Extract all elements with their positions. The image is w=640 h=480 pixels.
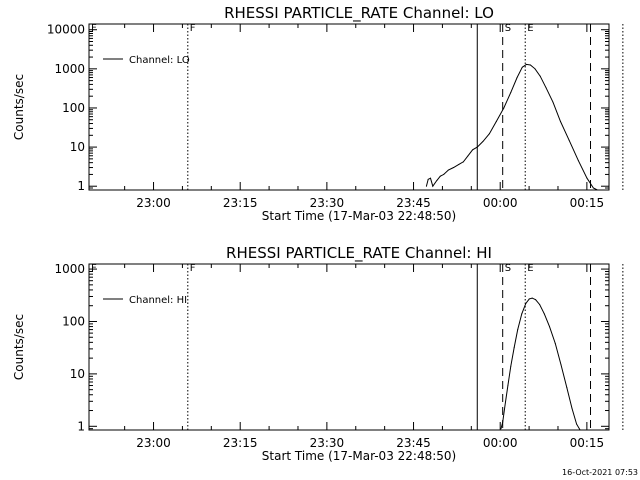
data-point <box>427 178 429 180</box>
data-point <box>531 297 533 299</box>
data-point <box>560 364 562 366</box>
marker-label: E <box>527 263 533 274</box>
marker-label: S <box>505 23 511 34</box>
legend-label: Channel: LO <box>129 55 190 66</box>
data-point <box>539 304 541 306</box>
y-tick-label: 1 <box>77 419 85 433</box>
marker-label: F <box>190 263 196 274</box>
marker-label: F <box>91 263 97 274</box>
marker-label: S <box>505 263 511 274</box>
data-point <box>507 385 509 387</box>
data-point <box>543 313 545 315</box>
data-point <box>592 187 594 189</box>
data-point <box>539 75 541 77</box>
data-point <box>568 139 570 141</box>
data-point <box>566 387 568 389</box>
y-tick-label: 1000 <box>54 62 85 76</box>
x-tick-label: 23:00 <box>136 436 171 450</box>
plot-frame <box>88 23 610 191</box>
data-point <box>535 299 537 301</box>
data-point <box>488 133 490 135</box>
data-point <box>425 185 427 187</box>
data-point <box>534 68 536 70</box>
data-point <box>586 177 588 179</box>
data-point <box>525 63 527 65</box>
data-point <box>502 421 504 423</box>
data-point <box>554 343 556 345</box>
x-tick-label: 23:45 <box>396 196 431 210</box>
data-point <box>467 155 469 157</box>
chart-title: RHESSI PARTICLE_RATE Channel: HI <box>226 244 492 263</box>
timestamp-stamp: 16-Oct-2021 07:53 <box>562 468 638 477</box>
x-axis-label: Start Time (17-Mar-03 22:48:50) <box>262 209 456 223</box>
x-tick-label: 00:15 <box>570 196 605 210</box>
data-point <box>462 161 464 163</box>
data-point <box>476 146 478 148</box>
y-tick-label: 100 <box>62 314 85 328</box>
data-point <box>552 101 554 103</box>
data-point <box>579 429 581 431</box>
x-tick-label: 00:00 <box>483 436 518 450</box>
data-point <box>510 91 512 93</box>
y-tick-label: 100 <box>62 101 85 115</box>
y-tick-label: 10 <box>70 367 85 381</box>
data-point <box>521 66 523 68</box>
x-axis-label: Start Time (17-Mar-03 22:48:50) <box>262 449 456 463</box>
data-point <box>432 185 434 187</box>
x-tick-label: 23:30 <box>310 436 345 450</box>
series-line <box>500 297 581 431</box>
marker-label: F <box>91 23 97 34</box>
data-point <box>472 149 474 151</box>
x-tick-label: 23:30 <box>310 196 345 210</box>
y-tick-label: 10 <box>70 140 85 154</box>
legend-label: Channel: HI <box>129 295 187 306</box>
y-tick-label: 1 <box>77 179 85 193</box>
y-axis-label: Counts/sec <box>12 74 26 140</box>
x-tick-label: 00:15 <box>570 436 605 450</box>
y-axis-label: Counts/sec <box>12 314 26 380</box>
plot-frame <box>88 263 610 431</box>
data-point <box>495 121 497 123</box>
x-tick-label: 23:00 <box>136 196 171 210</box>
data-point <box>500 428 502 430</box>
data-point <box>516 77 518 79</box>
data-point <box>525 303 527 305</box>
data-point <box>503 107 505 109</box>
data-point <box>559 121 561 123</box>
marker-label: F <box>190 23 196 34</box>
data-point <box>429 177 431 179</box>
data-point <box>513 346 515 348</box>
x-tick-label: 23:15 <box>223 436 258 450</box>
data-point <box>443 173 445 175</box>
x-tick-label: 23:15 <box>223 196 258 210</box>
data-point <box>517 329 519 331</box>
y-tick-label: 10000 <box>47 23 85 37</box>
data-point <box>545 87 547 89</box>
data-point <box>577 160 579 162</box>
x-tick-label: 23:45 <box>396 436 431 450</box>
data-point <box>439 175 441 177</box>
data-point <box>436 179 438 181</box>
data-point <box>458 163 460 165</box>
data-point <box>521 313 523 315</box>
series-line <box>425 63 598 191</box>
data-point <box>576 423 578 425</box>
data-point <box>453 167 455 169</box>
data-point <box>528 298 530 300</box>
y-tick-label: 1000 <box>54 262 85 276</box>
chart-title: RHESSI PARTICLE_RATE Channel: LO <box>224 4 494 23</box>
data-point <box>548 326 550 328</box>
data-point <box>571 407 573 409</box>
data-point <box>596 189 598 191</box>
data-point <box>510 365 512 367</box>
marker-label: E <box>527 23 533 34</box>
data-point <box>447 169 449 171</box>
data-point <box>529 64 531 66</box>
data-point <box>504 404 506 406</box>
data-point <box>482 140 484 142</box>
x-tick-label: 00:00 <box>483 196 518 210</box>
